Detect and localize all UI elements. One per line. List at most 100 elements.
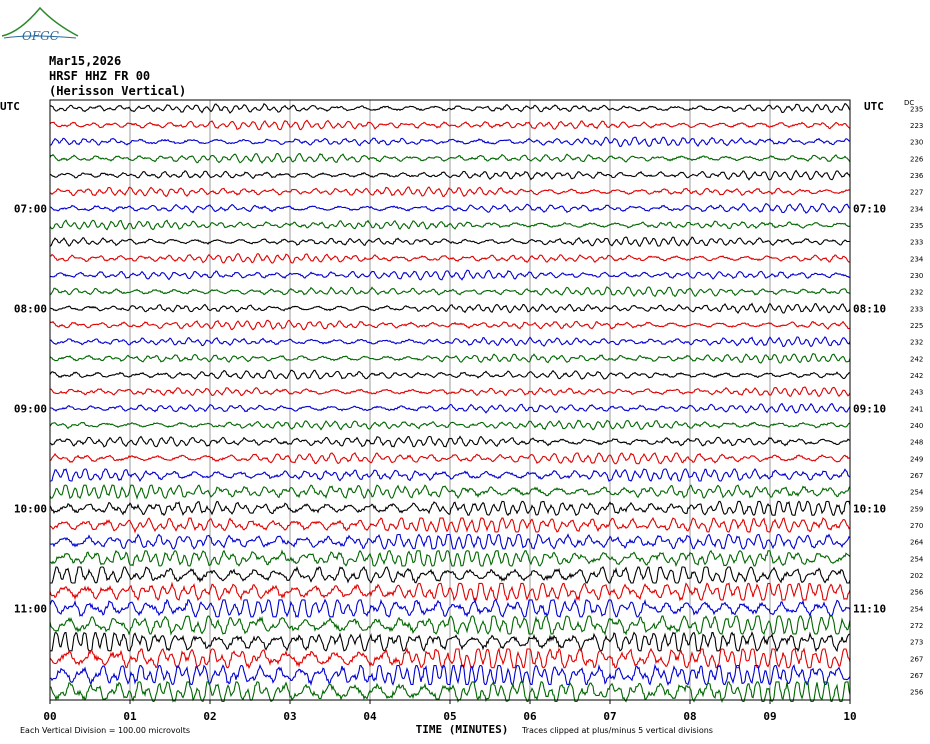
dc-offset-label: 264 xyxy=(910,539,924,547)
dc-offset-label: 259 xyxy=(910,505,923,513)
left-hour-label: 10:00 xyxy=(14,502,47,515)
dc-offset-label: 232 xyxy=(910,339,923,347)
dc-offset-label: 270 xyxy=(910,522,923,530)
dc-offset-label: 223 xyxy=(910,122,923,130)
left-hour-label: 11:00 xyxy=(14,602,47,615)
dc-offset-label: 234 xyxy=(910,255,924,263)
seismic-trace xyxy=(49,369,851,380)
dc-offset-label: 248 xyxy=(910,439,923,447)
x-tick-label: 00 xyxy=(43,710,56,723)
dc-offset-label: 227 xyxy=(910,189,923,197)
seismic-trace xyxy=(49,302,851,314)
seismic-trace xyxy=(49,202,851,214)
logo-graphic: OFGC xyxy=(1,6,79,43)
seismic-trace xyxy=(49,484,851,500)
x-tick-label: 05 xyxy=(443,710,456,723)
dc-offset-label: 254 xyxy=(910,605,924,613)
dc-header: DC xyxy=(904,99,914,107)
right-hour-label: 11:10 xyxy=(853,602,886,615)
dc-offset-label: 202 xyxy=(910,572,923,580)
dc-offset-label: 236 xyxy=(910,172,924,180)
x-tick-label: 09 xyxy=(763,710,776,723)
dc-offset-label: 235 xyxy=(910,222,923,230)
dc-offset-label: 267 xyxy=(910,472,923,480)
seismic-trace xyxy=(49,614,851,636)
scale-note: Each Vertical Division = 100.00 microvol… xyxy=(20,726,190,735)
seismic-trace xyxy=(50,680,851,703)
seismic-trace xyxy=(49,647,851,670)
axis-labels: 00 01 02 03 04 05 06 07 08 09 10 235 223 230 226 236 227… xyxy=(14,105,924,723)
seismic-trace xyxy=(49,286,851,298)
seismic-trace xyxy=(49,336,851,348)
seismic-trace xyxy=(49,269,851,281)
left-hour-label: 08:00 xyxy=(14,302,47,315)
x-tick-label: 08 xyxy=(683,710,696,723)
x-tick-label: 04 xyxy=(363,710,377,723)
seismic-trace xyxy=(49,549,851,568)
seismic-trace xyxy=(49,500,851,517)
seismic-trace xyxy=(49,386,851,398)
seismic-trace xyxy=(49,597,851,618)
seismic-trace xyxy=(49,352,851,364)
seismic-trace xyxy=(49,186,851,198)
dc-offset-label: 241 xyxy=(910,405,923,413)
left-utc-label: UTC xyxy=(0,100,20,113)
seismic-trace xyxy=(49,152,851,164)
seismic-trace xyxy=(49,435,851,448)
seismic-trace xyxy=(49,516,851,534)
logo-text: OFGC xyxy=(22,29,59,43)
seismic-trace xyxy=(50,468,851,483)
right-utc-label: UTC xyxy=(864,100,884,113)
seismic-trace xyxy=(49,581,851,602)
dc-offset-label: 249 xyxy=(910,455,923,463)
dc-offset-label: 254 xyxy=(910,555,924,563)
left-hour-label: 07:00 xyxy=(14,202,47,215)
x-axis-title: TIME (MINUTES) xyxy=(416,723,509,736)
x-tick-label: 02 xyxy=(203,710,216,723)
seismic-trace xyxy=(49,119,851,131)
station-code: HRSF HHZ FR 00 xyxy=(49,69,151,83)
seismic-trace xyxy=(49,533,851,550)
dc-offset-label: 272 xyxy=(910,622,923,630)
dc-offset-label: 267 xyxy=(910,672,923,680)
right-hour-label: 07:10 xyxy=(853,202,886,215)
seismic-trace xyxy=(50,631,851,653)
seismic-trace xyxy=(49,102,851,114)
right-hour-label: 10:10 xyxy=(853,502,886,515)
x-tick-label: 03 xyxy=(283,710,296,723)
x-tick-label: 01 xyxy=(123,710,137,723)
left-hour-label: 09:00 xyxy=(14,402,47,415)
ofgc-logo: OFGC xyxy=(0,4,80,44)
x-tick-label: 06 xyxy=(523,710,537,723)
dc-offset-label: 230 xyxy=(910,272,923,280)
dc-offset-label: 226 xyxy=(910,155,924,163)
dc-offset-label: 256 xyxy=(910,689,924,697)
x-tick-label: 07 xyxy=(603,710,616,723)
dc-offset-label: 233 xyxy=(910,305,923,313)
dc-offset-label: 240 xyxy=(910,422,923,430)
station-location: (Herisson Vertical) xyxy=(49,84,187,98)
right-hour-label: 09:10 xyxy=(853,402,886,415)
trace-group xyxy=(49,102,851,703)
dc-offset-label: 232 xyxy=(910,289,923,297)
seismic-trace xyxy=(50,565,851,584)
seismic-trace xyxy=(49,419,851,431)
dc-offset-label: 230 xyxy=(910,139,923,147)
plot-grid xyxy=(129,100,771,700)
dc-offset-label: 225 xyxy=(910,322,923,330)
right-hour-label: 08:10 xyxy=(853,302,886,315)
dc-offset-label: 235 xyxy=(910,105,923,113)
dc-offset-label: 243 xyxy=(910,389,923,397)
dc-offset-label: 273 xyxy=(910,639,923,647)
seismic-trace xyxy=(50,252,851,264)
seismic-trace xyxy=(49,663,851,687)
seismic-trace xyxy=(49,236,850,247)
clip-note: Traces clipped at plus/minus 5 vertical … xyxy=(521,726,713,735)
dc-offset-label: 254 xyxy=(910,489,924,497)
dc-offset-label: 242 xyxy=(910,372,923,380)
seismic-trace xyxy=(49,319,851,331)
dc-offset-label: 267 xyxy=(910,655,923,663)
chart-date: Mar15,2026 xyxy=(49,54,122,68)
dc-offset-label: 256 xyxy=(910,589,924,597)
